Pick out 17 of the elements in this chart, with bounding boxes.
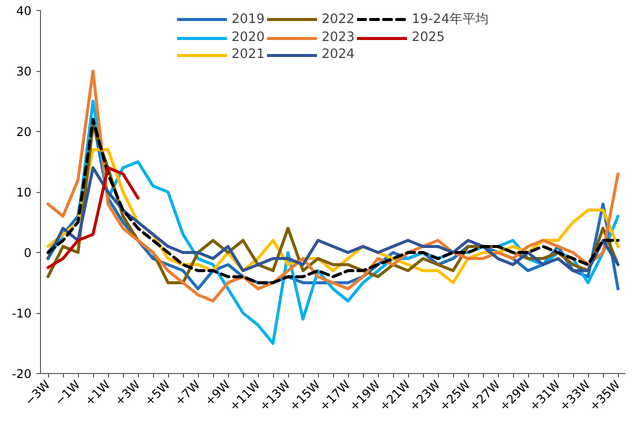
legend-label: 19-24年平均 bbox=[412, 11, 488, 28]
line-series bbox=[46, 166, 620, 272]
legend-label: 2022 bbox=[322, 12, 355, 26]
legend-label: 2021 bbox=[232, 47, 265, 62]
y-tick-label: 30 bbox=[16, 64, 32, 78]
y-tick-label: -10 bbox=[12, 306, 32, 320]
y-tick-label: 0 bbox=[24, 246, 32, 260]
legend-label: 2023 bbox=[322, 30, 355, 45]
legend-label: 2024 bbox=[322, 47, 355, 62]
line-series bbox=[46, 166, 140, 270]
y-tick-label: -20 bbox=[12, 367, 32, 381]
legend-label: 2020 bbox=[232, 30, 265, 45]
y-tick-label: 40 bbox=[16, 4, 32, 18]
legend-label: 2019 bbox=[232, 12, 265, 26]
y-tick-label: 10 bbox=[16, 186, 32, 200]
y-tick-label: 20 bbox=[16, 125, 32, 139]
legend-label: 2025 bbox=[412, 30, 445, 45]
